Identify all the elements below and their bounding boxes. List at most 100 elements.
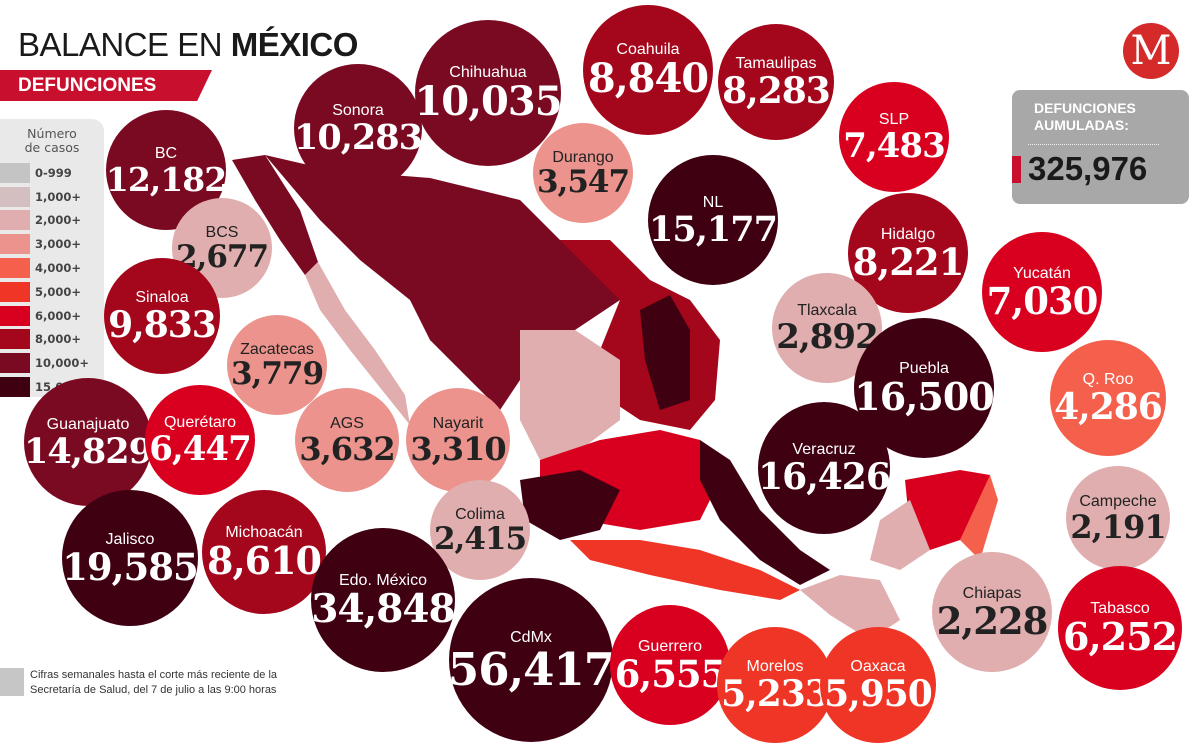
state-bubble-durango: Durango 3,547 — [533, 123, 633, 223]
region-yucatan-peninsula — [905, 470, 990, 550]
state-bubble-morelos: Morelos 5,233 — [717, 627, 833, 743]
state-bubble-nl: NL 15,177 — [648, 155, 778, 285]
state-deaths: 5,950 — [824, 673, 933, 715]
region-baja-california-sur — [305, 262, 410, 425]
legend-label: 10,000+ — [35, 356, 90, 371]
state-bubble-chihuahua: Chihuahua 10,035 — [414, 20, 563, 166]
state-bubble-campeche: Campeche 2,191 — [1066, 466, 1170, 570]
state-deaths: 8,610 — [207, 538, 322, 583]
state-deaths: 12,182 — [105, 159, 227, 199]
legend-label: 4,000+ — [35, 261, 82, 276]
legend: Número de casos 0-999 1,000+ 2,000+ 3,000+ 4… — [0, 119, 104, 398]
state-deaths: 3,547 — [536, 163, 630, 200]
legend-label: 5,000+ — [35, 284, 82, 299]
legend-item: 4,000+ — [0, 256, 104, 280]
legend-swatch — [0, 329, 30, 350]
legend-swatch — [0, 210, 30, 231]
state-name: NL — [702, 193, 724, 211]
state-deaths: 8,840 — [587, 55, 709, 102]
total-label-line1: DEFUNCIONES — [1034, 100, 1136, 116]
state-name: Sinaloa — [135, 289, 189, 306]
state-name: Q. Roo — [1082, 371, 1134, 388]
state-deaths: 5,233 — [721, 673, 830, 715]
state-deaths: 8,283 — [722, 70, 831, 112]
state-deaths: 6,555 — [614, 651, 727, 696]
footnote-line1: Cifras semanales hasta el corte más reci… — [30, 669, 278, 681]
state-deaths: 2,892 — [776, 317, 878, 357]
title-light: BALANCE EN — [18, 26, 231, 63]
state-bubble-veracruz: Veracruz 16,426 — [758, 402, 891, 534]
state-name: Colima — [455, 505, 505, 523]
legend-item: 5,000+ — [0, 280, 104, 304]
legend-item: 8,000+ — [0, 328, 104, 352]
state-name: CdMx — [510, 628, 552, 646]
legend-label: 3,000+ — [35, 237, 82, 252]
total-deaths-card: DEFUNCIONES AUMULADAS: 325,976 — [1012, 90, 1189, 204]
region-veracruz — [700, 440, 830, 585]
state-deaths: 16,426 — [758, 456, 891, 498]
state-name: BCS — [205, 223, 239, 241]
state-deaths: 7,483 — [843, 126, 945, 166]
state-name: AGS — [330, 415, 364, 432]
state-deaths: 19,585 — [62, 544, 199, 589]
state-deaths: 6,447 — [149, 429, 251, 469]
footnote: Cifras semanales hasta el corte más reci… — [0, 668, 277, 698]
region-chiapas-oaxaca — [800, 575, 900, 640]
total-label-line2: AUMULADAS: — [1034, 117, 1129, 133]
state-deaths: 4,286 — [1054, 386, 1163, 428]
subtitle-banner: DEFUNCIONES — [0, 70, 212, 101]
state-name: Jalisco — [105, 530, 155, 548]
legend-label: 2,000+ — [35, 213, 82, 228]
state-bubble-colima: Colima 2,415 — [430, 480, 530, 580]
state-bubble-cdmx: CdMx 56,417 — [448, 578, 615, 742]
state-bubble-quer-taro: Querétaro 6,447 — [145, 385, 255, 495]
state-name: Sonora — [332, 101, 384, 119]
state-name: Edo. México — [338, 571, 428, 589]
region-center-north — [520, 330, 620, 460]
state-bubble-hidalgo: Hidalgo 8,221 — [848, 193, 968, 313]
state-bubble-guerrero: Guerrero 6,555 — [610, 605, 730, 725]
state-deaths: 3,779 — [230, 355, 324, 392]
state-deaths: 14,829 — [24, 430, 153, 472]
state-name: Chihuahua — [449, 64, 527, 81]
state-bubble-michoac-n: Michoacán 8,610 — [202, 490, 326, 614]
legend-item: 2,000+ — [0, 209, 104, 233]
legend-label: 6,000+ — [35, 308, 82, 323]
state-deaths: 3,632 — [299, 430, 395, 468]
legend-swatch — [0, 377, 30, 398]
legend-swatch — [0, 234, 30, 255]
total-value: 325,976 — [1028, 150, 1148, 187]
state-bubble-tamaulipas: Tamaulipas 8,283 — [718, 24, 834, 140]
footnote-swatch — [0, 668, 24, 696]
state-bubble-yucat-n: Yucatán 7,030 — [982, 232, 1102, 352]
state-name: Durango — [552, 148, 614, 166]
state-name: Morelos — [746, 658, 804, 675]
state-bubble-jalisco: Jalisco 19,585 — [62, 490, 199, 626]
state-deaths: 10,035 — [414, 78, 562, 125]
legend-label: 1,000+ — [35, 189, 82, 204]
region-jalisco — [520, 470, 620, 540]
state-deaths: 7,030 — [986, 278, 1099, 323]
state-bubble-slp: SLP 7,483 — [839, 82, 949, 192]
title-bold: MÉXICO — [230, 26, 359, 63]
state-deaths: 15,177 — [649, 208, 778, 250]
page-title: BALANCE EN MÉXICO — [18, 26, 358, 64]
state-name: Guerrero — [637, 637, 703, 655]
total-label: DEFUNCIONES AUMULADAS: — [1034, 100, 1136, 134]
state-deaths: 2,191 — [1070, 508, 1166, 546]
state-bubble-q-roo: Q. Roo 4,286 — [1050, 340, 1166, 456]
state-name: Yucatán — [1013, 264, 1071, 282]
legend-swatch — [0, 353, 30, 374]
legend-item: 0-999 — [0, 161, 104, 185]
state-name: Oaxaca — [850, 658, 906, 675]
state-deaths: 34,848 — [311, 585, 455, 632]
legend-item: 1,000+ — [0, 185, 104, 209]
legend-swatch — [0, 305, 30, 326]
legend-swatch — [0, 258, 30, 279]
state-bubble-sonora: Sonora 10,283 — [294, 64, 423, 192]
state-bubble-coahuila: Coahuila 8,840 — [583, 5, 713, 135]
state-name: Hidalgo — [880, 225, 936, 243]
legend-label: 0-999 — [35, 165, 72, 180]
state-name: Guanajuato — [46, 415, 130, 433]
